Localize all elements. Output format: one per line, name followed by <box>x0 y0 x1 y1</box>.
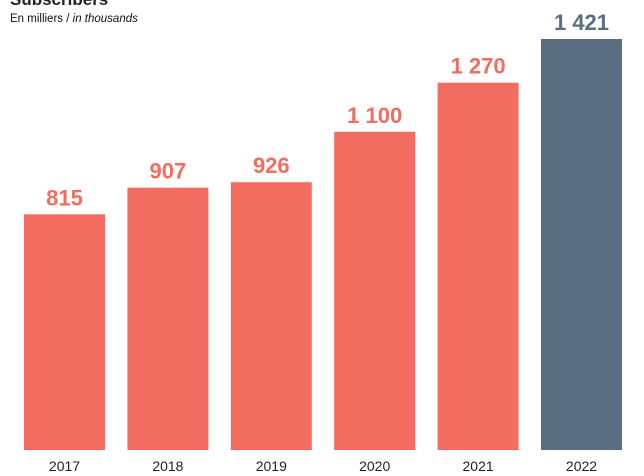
x-tick-label-2020: 2020 <box>359 458 390 474</box>
data-label-2020: 1 100 <box>347 103 402 128</box>
bar-2018 <box>127 187 209 450</box>
bar-2022 <box>541 39 622 450</box>
data-label-2022: 1 421 <box>554 10 609 35</box>
bar-2020 <box>334 131 416 451</box>
chart-subtitle: En milliers / in thousands <box>10 13 138 25</box>
x-tick-label-2018: 2018 <box>152 458 183 474</box>
x-tick-label-2021: 2021 <box>463 458 494 474</box>
x-tick-label-2019: 2019 <box>256 458 287 474</box>
bar-2019 <box>230 182 312 450</box>
subtitle-separator: / <box>63 13 73 25</box>
chart-title: Subscribers <box>10 0 108 10</box>
subtitle-en: in thousands <box>72 13 138 25</box>
x-tick-label-2017: 2017 <box>49 458 80 474</box>
data-label-2021: 1 270 <box>451 54 506 79</box>
bar-2017 <box>24 214 105 450</box>
x-tick-label-2022: 2022 <box>566 458 597 474</box>
data-label-2018: 907 <box>150 159 187 184</box>
bar-2021 <box>437 82 519 450</box>
data-label-2019: 926 <box>253 153 290 178</box>
data-label-2017: 815 <box>46 185 83 210</box>
subtitle-fr: En milliers <box>10 13 64 25</box>
